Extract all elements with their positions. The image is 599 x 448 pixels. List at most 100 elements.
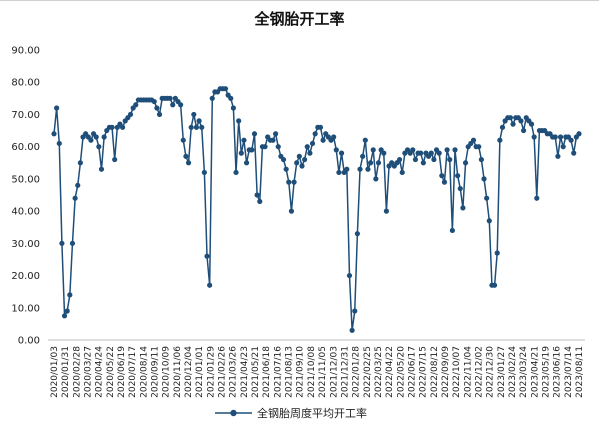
data-point xyxy=(67,292,73,298)
data-point xyxy=(418,150,424,156)
x-tick-label: 2020/12/04 xyxy=(184,346,194,398)
data-point xyxy=(568,137,574,143)
data-point xyxy=(320,137,326,143)
data-point xyxy=(302,156,308,163)
x-tick-label: 2021/10/08 xyxy=(307,346,317,398)
data-point xyxy=(431,156,437,163)
data-point xyxy=(270,137,276,143)
data-point xyxy=(470,137,477,143)
data-point xyxy=(180,137,186,143)
data-point xyxy=(167,95,173,101)
data-point xyxy=(241,137,247,143)
x-axis: 2020/01/03 2020/01/31 2020/02/28 2020/03/27… xyxy=(50,346,585,398)
data-point xyxy=(507,115,514,121)
data-point xyxy=(59,240,65,246)
data-point xyxy=(365,166,371,172)
y-axis: 0.00 10.00 20.00 30.00 40.00 50.00 60.00 70.00 8… xyxy=(11,46,585,347)
data-point xyxy=(486,218,492,224)
data-point xyxy=(497,137,503,143)
data-point xyxy=(560,144,566,150)
x-tick-label: 2023/08/11 xyxy=(575,346,585,398)
data-point xyxy=(101,134,107,140)
data-point xyxy=(518,118,524,124)
data-point xyxy=(280,156,287,163)
data-point xyxy=(436,150,442,156)
data-point xyxy=(228,95,234,101)
x-tick-label: 2022/11/04 xyxy=(463,346,473,398)
data-point xyxy=(571,150,577,156)
data-point xyxy=(447,156,453,163)
data-point xyxy=(397,156,403,163)
x-tick-label: 2023/03/24 xyxy=(519,346,529,398)
x-tick-label: 2022/10/07 xyxy=(452,346,462,398)
x-tick-label: 2020/11/06 xyxy=(173,346,183,398)
data-point xyxy=(291,179,297,185)
data-point xyxy=(207,282,213,288)
series-layer xyxy=(51,86,582,333)
series-line xyxy=(53,87,580,331)
data-point xyxy=(273,131,279,137)
x-tick-label: 2021/12/03 xyxy=(329,346,339,398)
data-point xyxy=(236,118,242,124)
data-point xyxy=(352,308,358,314)
data-point xyxy=(88,137,94,143)
data-point xyxy=(336,169,342,176)
data-point xyxy=(222,86,229,92)
data-point xyxy=(457,185,463,192)
data-point xyxy=(275,144,281,150)
x-tick-label: 2021/01/01 xyxy=(195,346,205,398)
data-point xyxy=(449,227,455,234)
data-point xyxy=(476,144,482,150)
data-point xyxy=(283,166,289,172)
x-tick-label: 2020/01/31 xyxy=(61,346,71,398)
x-tick-label: 2020/04/24 xyxy=(95,346,105,398)
data-point xyxy=(528,121,535,127)
data-point xyxy=(233,169,239,176)
y-tick-label: 0.00 xyxy=(18,336,40,347)
data-point xyxy=(410,147,416,153)
data-point xyxy=(531,134,537,140)
data-point xyxy=(478,156,484,163)
data-point xyxy=(257,198,263,205)
data-point xyxy=(230,105,236,111)
data-point xyxy=(349,327,355,333)
data-point xyxy=(309,140,316,147)
data-point xyxy=(98,166,105,172)
data-point xyxy=(178,102,184,108)
data-point xyxy=(455,173,461,179)
data-point xyxy=(346,272,353,279)
data-point xyxy=(54,105,60,111)
data-point xyxy=(317,124,324,130)
x-tick-label: 2022/08/12 xyxy=(430,346,440,398)
data-point xyxy=(312,131,318,137)
data-point xyxy=(296,153,302,159)
data-point xyxy=(204,253,210,259)
data-point xyxy=(154,105,160,111)
x-tick-label: 2020/09/11 xyxy=(151,346,161,398)
x-tick-label: 2020/10/09 xyxy=(162,346,172,398)
data-point xyxy=(338,150,345,156)
data-point xyxy=(93,134,99,140)
data-point xyxy=(362,137,368,143)
chart-title: 全钢胎开工率 xyxy=(254,10,345,28)
data-point xyxy=(294,160,300,166)
data-point xyxy=(494,250,500,256)
data-point xyxy=(428,150,434,156)
x-tick-label: 2022/02/25 xyxy=(363,346,373,398)
data-point xyxy=(399,169,405,176)
x-tick-label: 2022/12/30 xyxy=(486,346,496,398)
y-tick-label: 20.00 xyxy=(11,271,40,282)
data-point xyxy=(555,153,561,159)
data-point xyxy=(196,118,202,124)
y-tick-label: 70.00 xyxy=(11,110,40,121)
data-point xyxy=(183,153,189,159)
x-tick-label: 2020/06/19 xyxy=(117,346,127,398)
x-tick-label: 2021/01/29 xyxy=(206,346,216,398)
x-tick-label: 2021/12/31 xyxy=(340,346,350,398)
y-tick-label: 60.00 xyxy=(11,142,40,153)
data-point xyxy=(112,156,118,163)
data-point xyxy=(69,240,76,246)
x-tick-label: 2020/07/17 xyxy=(128,346,138,398)
x-tick-label: 2022/05/20 xyxy=(396,346,406,398)
